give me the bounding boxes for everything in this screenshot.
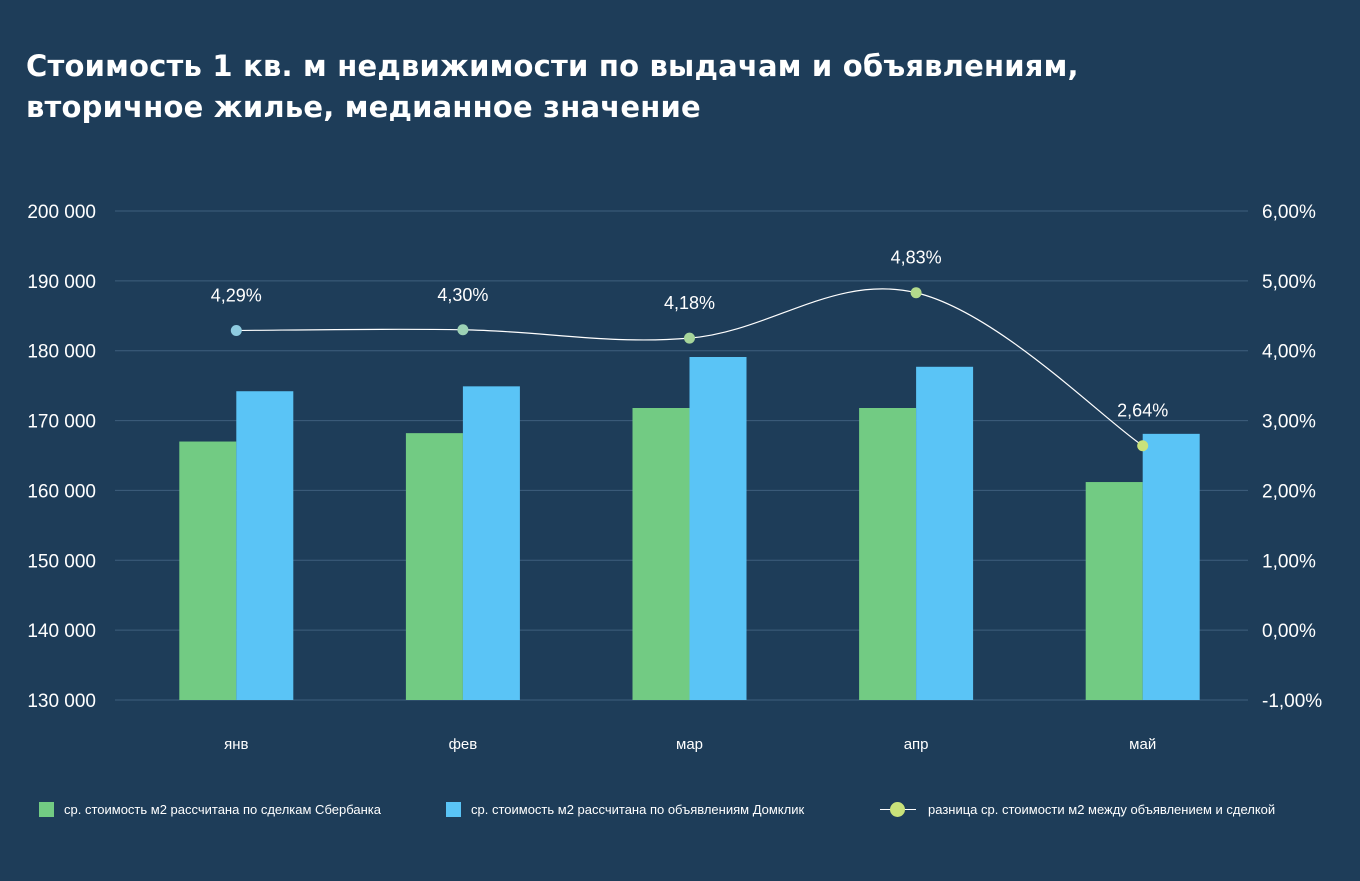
chart-canvas: 130 000 140 000 150 000 160 000 170 000 180 0…: [27, 202, 1322, 753]
legend-label-sber: ср. стоимость м2 рассчитана по сделкам С…: [64, 801, 381, 817]
legend-label-domclick: ср. стоимость м2 рассчитана по объявлени…: [471, 801, 805, 817]
legend-item-domclick: ср. стоимость м2 рассчитана по объявлени…: [446, 796, 804, 822]
bar-sber: [632, 407, 690, 700]
y-tick-right: 2,00%: [1262, 481, 1316, 502]
y-tick-right: 0,00%: [1262, 621, 1316, 642]
chart-title-line-2: вторичное жилье, медианное значение: [26, 90, 701, 124]
difference-point: [1137, 440, 1149, 452]
legend-label-difference: разница ср. стоимости м2 между объявлени…: [928, 801, 1276, 817]
difference-point: [457, 324, 469, 336]
legend-item-difference: разница ср. стоимости м2 между объявлени…: [880, 796, 1275, 822]
x-tick-label: мар: [676, 736, 703, 753]
y-tick-left: 170 000: [27, 412, 96, 433]
chart-title: Стоимость 1 кв. м недвижимости по выдача…: [26, 46, 1326, 128]
bar-sber: [1085, 482, 1143, 700]
y-tick-right: 6,00%: [1262, 202, 1316, 223]
difference-point: [230, 324, 242, 336]
legend-line-marker: [880, 801, 916, 817]
difference-data-label: 2,64%: [1117, 401, 1168, 421]
difference-data-label: 4,30%: [437, 285, 488, 305]
y-tick-left: 190 000: [27, 272, 96, 293]
bar-sber: [405, 433, 463, 700]
difference-point: [684, 332, 695, 344]
y-tick-left: 150 000: [27, 551, 96, 572]
x-tick-label: янв: [224, 736, 248, 753]
difference-data-label: 4,18%: [664, 293, 715, 313]
y-tick-left: 140 000: [27, 621, 96, 642]
y-tick-left: 180 000: [27, 342, 96, 363]
legend-swatch-domclick: [446, 801, 461, 817]
y-tick-right: -1,00%: [1262, 691, 1322, 712]
difference-data-label: 4,29%: [211, 285, 262, 305]
y-tick-right: 5,00%: [1262, 272, 1316, 293]
bar-domclick: [916, 366, 974, 700]
y-tick-left: 130 000: [27, 691, 96, 712]
bar-domclick: [462, 386, 520, 700]
legend-item-sber: ср. стоимость м2 рассчитана по сделкам С…: [39, 796, 381, 822]
x-tick-label: фев: [449, 736, 478, 753]
bar-sber: [859, 407, 917, 700]
y-tick-right: 1,00%: [1262, 551, 1316, 572]
difference-point: [910, 287, 922, 299]
bar-domclick: [236, 391, 294, 700]
legend: ср. стоимость м2 рассчитана по сделкам С…: [0, 796, 1360, 822]
legend-swatch-sber: [39, 801, 54, 817]
bar-sber: [179, 441, 237, 700]
y-tick-right: 3,00%: [1262, 412, 1316, 433]
bar-domclick: [1142, 433, 1200, 700]
bar-domclick: [689, 357, 747, 700]
x-tick-label: апр: [904, 736, 929, 753]
y-tick-left: 200 000: [27, 202, 96, 223]
x-tick-label: май: [1129, 736, 1156, 753]
y-tick-right: 4,00%: [1262, 342, 1316, 363]
difference-data-label: 4,83%: [891, 248, 942, 268]
chart-title-line-1: Стоимость 1 кв. м недвижимости по выдача…: [26, 49, 1079, 83]
y-tick-left: 160 000: [27, 481, 96, 502]
